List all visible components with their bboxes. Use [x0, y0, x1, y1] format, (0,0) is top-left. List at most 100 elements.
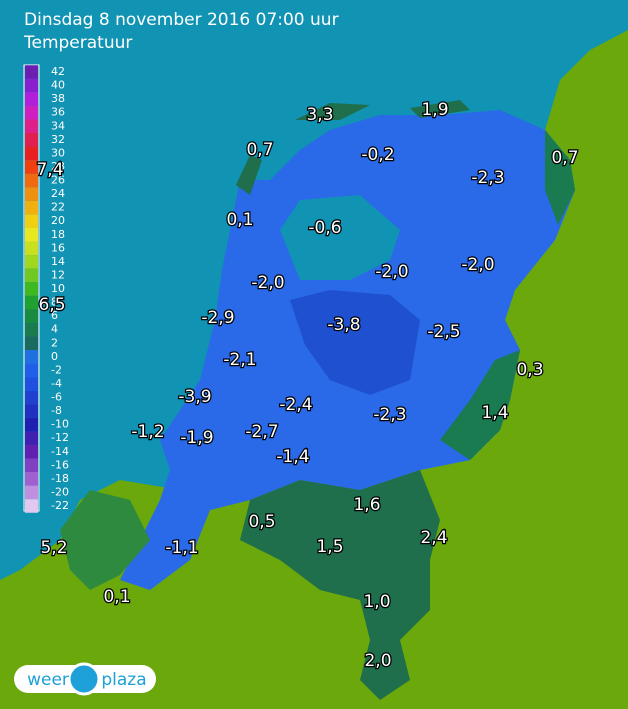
legend-tick-label: 26 [51, 174, 65, 187]
legend-tick-label: 2 [51, 336, 58, 349]
station-temperature: -2,0 [251, 273, 284, 293]
legend-tick-label: 16 [51, 241, 65, 254]
legend-swatch [25, 200, 38, 215]
legend-tick-label: 24 [51, 187, 65, 200]
logo-left: weer [27, 670, 69, 690]
station-temperature: 0,7 [551, 148, 578, 168]
legend-swatch [25, 227, 38, 242]
groningen-coast [545, 130, 575, 225]
legend-swatch [25, 499, 38, 513]
station-temperature: -2,9 [201, 308, 234, 328]
station-temperature: -3,9 [178, 387, 211, 407]
legend-tick-label: -20 [51, 485, 69, 498]
station-temperature: 0,5 [248, 512, 275, 532]
islands [236, 100, 470, 195]
legend-swatch [25, 417, 38, 432]
station-temperature: 0,7 [246, 140, 273, 160]
subtitle: Temperatuur [23, 33, 132, 53]
legend-tick-label: 6 [51, 309, 58, 322]
station-temperature: -2,0 [461, 255, 494, 275]
legend-swatch [25, 390, 38, 405]
legend-swatch [25, 363, 38, 378]
station-temperature: -2,7 [245, 422, 278, 442]
station-temperature: -1,1 [165, 538, 198, 558]
legend-swatch [25, 133, 38, 147]
legend-swatch [25, 146, 38, 161]
legend-tick-label: -10 [51, 418, 69, 431]
legend-tick-label: 14 [51, 255, 65, 268]
legend-swatch [25, 444, 38, 459]
legend-tick-label: 12 [51, 268, 65, 281]
legend-tick-label: 40 [51, 79, 65, 92]
station-temperature: 7,4 [36, 160, 63, 180]
station-temperature: -2,4 [279, 395, 312, 415]
legend-swatch [25, 173, 38, 188]
legend-tick-label: 0 [51, 350, 58, 363]
flevoland [290, 290, 420, 395]
legend-tick-label: 18 [51, 228, 65, 241]
legend-swatch [25, 458, 38, 473]
station-temperature: 1,6 [353, 495, 380, 515]
legend-swatch [25, 377, 38, 391]
legend-swatch [25, 65, 38, 79]
station-temperature: 0,3 [516, 360, 543, 380]
achterhoek [440, 350, 520, 460]
legend-tick-label: -18 [51, 472, 69, 485]
station-temperature: 2,0 [364, 651, 391, 671]
station-temperature: -0,2 [361, 145, 394, 165]
legend-swatch [25, 241, 38, 256]
legend-swatch [25, 485, 38, 500]
legend-tick-label: -4 [51, 377, 62, 390]
station-temperature: 2,4 [420, 528, 447, 548]
legend-tick-label: 28 [51, 160, 65, 173]
legend-tick-label: 30 [51, 146, 65, 159]
legend-tick-label: 20 [51, 214, 65, 227]
station-temperature: -2,5 [427, 322, 460, 342]
legend-swatch [25, 187, 38, 201]
legend-swatch [25, 78, 38, 93]
legend-swatch [25, 92, 38, 106]
legend-swatch [25, 105, 38, 120]
ijsselmeer [280, 195, 400, 280]
logo: weer plaza [14, 662, 156, 696]
station-temperature: -1,9 [180, 428, 213, 448]
station-temperature: -2,3 [471, 168, 504, 188]
legend-tick-label: 32 [51, 133, 65, 146]
legend-tick-label: -14 [51, 445, 69, 458]
station-temperature: 1,9 [421, 100, 448, 120]
station-temperature: -2,0 [375, 262, 408, 282]
legend-tick-label: -16 [51, 458, 69, 471]
legend-swatch [25, 160, 38, 174]
legend-tick-label: -6 [51, 391, 62, 404]
legend-swatch [25, 119, 38, 134]
legend: 424038363432302826242220181614121086420-… [25, 65, 69, 513]
legend-swatch [25, 431, 38, 445]
legend-swatch [25, 214, 38, 228]
legend-swatch [25, 255, 38, 269]
title: Dinsdag 8 november 2016 07:00 uur [24, 10, 339, 30]
legend-tick-label: 4 [51, 323, 58, 336]
station-temperature: -3,8 [327, 315, 360, 335]
legend-swatch [25, 309, 38, 323]
station-temperature: 1,5 [316, 537, 343, 557]
station-temperature: -0,6 [308, 218, 341, 238]
stations: 3,3 1,9 0,7 -0,2 0,7 7,4 -2,3 0,1 -0,6 -2,0 -2,0 -2… [35, 99, 580, 673]
station-temperature: 3,3 [306, 105, 333, 125]
station-temperature: 6,5 [38, 295, 65, 315]
legend-tick-label: -8 [51, 404, 62, 417]
legend-swatch [25, 282, 38, 296]
station-temperature: 1,4 [481, 403, 508, 423]
legend-swatch [25, 268, 38, 283]
logo-icon [67, 662, 101, 696]
legend-tick-label: 38 [51, 92, 65, 105]
legend-tick-label: -22 [51, 499, 69, 512]
station-temperature: -1,2 [131, 422, 164, 442]
station-temperature: 5,2 [40, 538, 67, 558]
south [240, 470, 440, 700]
legend-tick-label: -2 [51, 363, 62, 376]
logo-right: plaza [101, 670, 146, 690]
legend-tick-label: 10 [51, 282, 65, 295]
legend-swatch [25, 404, 38, 418]
legend-tick-label: 8 [51, 296, 58, 309]
